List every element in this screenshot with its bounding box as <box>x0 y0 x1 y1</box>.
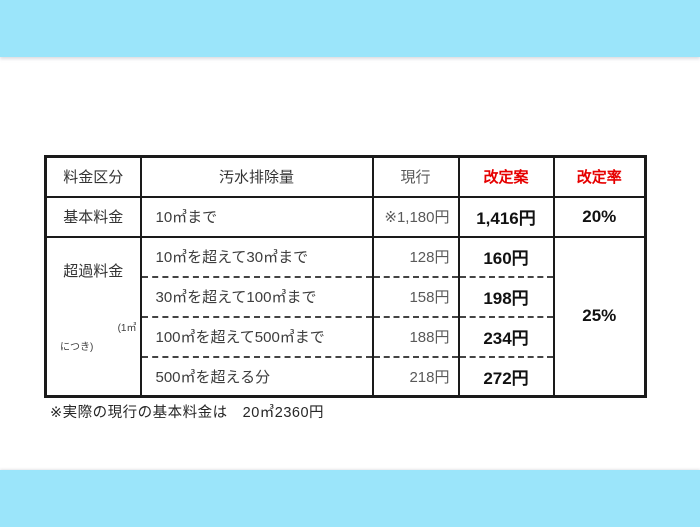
excess-unit-note: (1㎥ につき) <box>47 319 140 357</box>
excess-current-3: 188円 <box>371 316 460 358</box>
excess-range-3: 100㎥を超えて500㎥まで <box>139 316 374 358</box>
header-category: 料金区分 <box>44 156 142 198</box>
excess-fee-row: 30㎥を超えて100㎥まで 158円 198円 <box>46 276 646 318</box>
excess-fee-row: 500㎥を超える分 218円 272円 <box>46 356 646 397</box>
basic-fee-current: ※1,180円 <box>371 196 460 238</box>
basic-fee-rate: 20% <box>552 196 647 238</box>
excess-current-1: 128円 <box>371 236 460 278</box>
excess-range-4: 500㎥を超える分 <box>139 356 374 397</box>
excess-current-2: 158円 <box>371 276 460 318</box>
table-header-row: 料金区分 汚水排除量 現行 改定案 改定率 <box>44 156 647 198</box>
header-revised: 改定案 <box>457 156 555 198</box>
excess-current-4: 218円 <box>371 356 460 397</box>
footnote: ※実際の現行の基本料金は 20㎥2360円 <box>50 405 325 421</box>
excess-fee-label: 超過料金 <box>63 262 124 280</box>
unit-note-line2: につき) <box>60 341 94 353</box>
basic-fee-range: 10㎥まで <box>139 196 374 238</box>
header-discharge: 汚水排除量 <box>139 156 374 198</box>
bottom-accent-bar <box>0 470 700 527</box>
header-current: 現行 <box>371 156 460 198</box>
excess-fee-row: 100㎥を超えて500㎥まで 188円 234円 <box>46 316 646 358</box>
top-accent-bar <box>0 0 700 57</box>
basic-fee-revised: 1,416円 <box>457 196 555 238</box>
fee-table: 料金区分 汚水排除量 現行 改定案 改定率 基本料金 10㎥まで ※1,180円… <box>44 155 647 398</box>
excess-revised-1: 160円 <box>457 236 555 278</box>
excess-revised-3: 234円 <box>457 316 555 358</box>
excess-range-2: 30㎥を超えて100㎥まで <box>139 276 374 318</box>
excess-revised-4: 272円 <box>457 356 555 397</box>
basic-fee-row: 基本料金 10㎥まで ※1,180円 1,416円 20% <box>44 196 647 238</box>
excess-fee-label-cell: 超過料金 (1㎥ につき) <box>44 236 142 398</box>
excess-fee-row: 超過料金 (1㎥ につき) 10㎥を超えて30㎥まで 128円 160円 25% <box>44 236 647 398</box>
header-rate: 改定率 <box>552 156 647 198</box>
excess-revised-2: 198円 <box>457 276 555 318</box>
basic-fee-label: 基本料金 <box>44 196 142 238</box>
excess-fee-rate: 25% <box>552 236 647 398</box>
unit-note-line1: (1㎥ <box>117 322 137 334</box>
excess-range-1: 10㎥を超えて30㎥まで <box>139 236 374 278</box>
